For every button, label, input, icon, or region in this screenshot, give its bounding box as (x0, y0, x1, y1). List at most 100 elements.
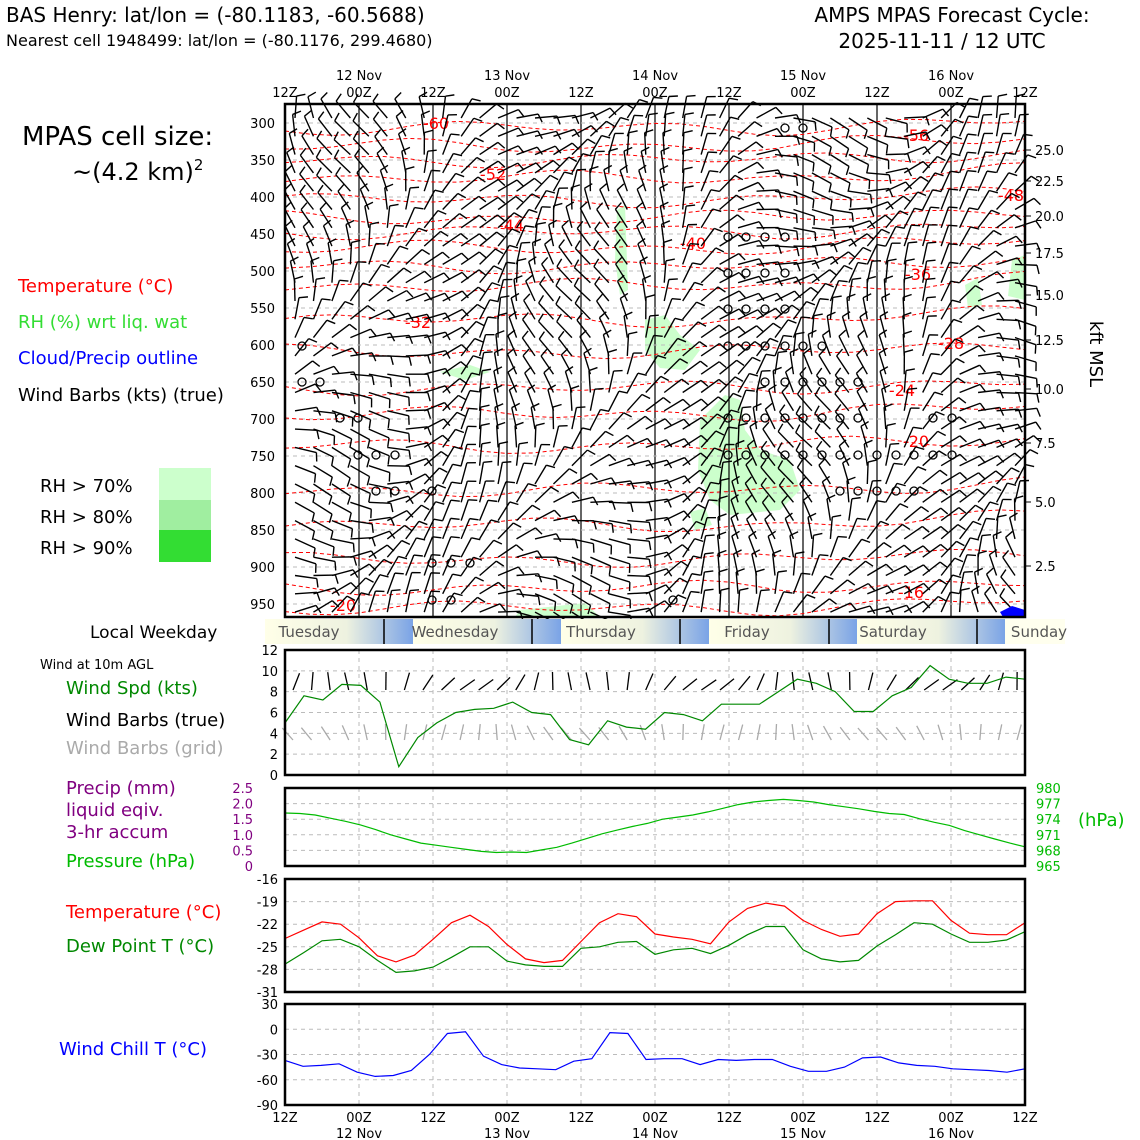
wind-barb-flag (845, 166, 850, 176)
wind-barb (386, 524, 406, 540)
wind-barb (903, 191, 919, 210)
wind-barb-flag (340, 201, 349, 209)
wind-barb-flag (543, 366, 552, 374)
wind-barb (286, 243, 296, 265)
wind-barb-flag (648, 522, 652, 532)
wind-barb (589, 389, 596, 411)
wind-barb-flag (734, 174, 744, 181)
wind-barb-flag (478, 269, 487, 276)
wind-barb-flag (958, 507, 967, 514)
wind-barb (423, 536, 434, 558)
legend-local-weekday: Local Weekday (90, 623, 217, 643)
temperature-contour (284, 476, 1026, 498)
wind-barb-flag (590, 565, 594, 575)
wind-barb-flag (683, 130, 693, 134)
wind-barb (774, 172, 797, 178)
wind-barb-flag (904, 565, 912, 573)
wind-barb-flag (380, 164, 389, 171)
wind-barb-flag (668, 95, 678, 98)
wind-barb (793, 135, 815, 144)
top-time-label: 12Z (716, 86, 742, 101)
wind-barb (627, 519, 650, 523)
wind-barb (442, 173, 457, 192)
wind-barb (442, 464, 454, 485)
wind-barb (903, 242, 909, 265)
wind-barb (313, 389, 336, 394)
wind-barb (700, 482, 712, 503)
temperature-contour (284, 162, 1026, 184)
wind-barb-flag (777, 442, 783, 451)
wind-barb-flag (930, 353, 940, 356)
wind-barb-flag (745, 457, 753, 466)
wind-barb (528, 261, 536, 283)
wind-barb (814, 394, 831, 412)
wind-barb-flag (671, 297, 681, 301)
wind-barb (627, 459, 649, 467)
wind-barb (493, 370, 499, 393)
wind-barb-flag (779, 404, 786, 413)
wind-barb (627, 481, 650, 485)
wind-barb-flag (957, 377, 966, 384)
wind-barb (349, 305, 369, 320)
pressure-tick-label: 450 (250, 228, 275, 243)
wind-barb-flag (540, 348, 548, 357)
wind-barb (867, 585, 889, 595)
wind-barb (374, 136, 388, 155)
cloud-marker (798, 341, 808, 351)
wind-barb-flag (934, 391, 944, 396)
wind-barb (534, 533, 557, 540)
wind-barb (368, 501, 391, 504)
wind-barb-flag (497, 196, 506, 204)
wind-barb-flag (442, 251, 450, 259)
wind-barb (682, 469, 701, 485)
wind-barb-flag (1013, 214, 1022, 221)
wind-barb (331, 371, 354, 375)
wind-barb (350, 373, 373, 377)
temperature-line (284, 900, 1026, 964)
wind-barb-flag (287, 237, 296, 245)
wind-barb-flag (849, 198, 852, 208)
surface-wind-barb (827, 672, 832, 691)
wind-barb-flag (999, 588, 1006, 597)
wind-barb (848, 117, 868, 131)
wind-barb (313, 587, 335, 595)
wind-barb-flag (829, 126, 833, 137)
temperature-contour (284, 149, 1026, 169)
wind-barb (761, 502, 776, 521)
wind-barb (922, 469, 941, 485)
wind-barb (368, 530, 390, 540)
wind-barb-flag (1016, 93, 1026, 97)
wind-barb (867, 606, 889, 613)
wind-barb-flag (371, 352, 377, 362)
wind-barb (387, 391, 409, 398)
wind-barb-flag (852, 277, 862, 280)
bottom-time-label: 00Z (346, 1111, 372, 1126)
wind-barb-flag (954, 557, 964, 563)
wind-barb (460, 537, 473, 558)
top-time-label: 12Z (272, 86, 298, 101)
wind-barb (826, 315, 832, 338)
cloud-marker (835, 450, 845, 460)
wind-barb (645, 479, 668, 485)
wind-barb (294, 574, 317, 580)
wind-barb (423, 251, 443, 265)
wind-barb-flag (394, 92, 402, 100)
legend-wind10m: Wind at 10m AGL (40, 658, 154, 673)
wind-barb-flag (478, 195, 487, 203)
wind-barb (848, 190, 871, 196)
wind-barb (682, 262, 693, 284)
wind-barb (846, 297, 850, 320)
wind-barb-flag (611, 523, 614, 533)
wind-barb-flag (451, 481, 461, 485)
wind-barb-flag (1011, 192, 1020, 199)
top-date-label: 13 Nov (484, 69, 530, 84)
wind-barb-flag (893, 462, 903, 466)
wind-barb-flag (450, 133, 460, 136)
wind-barb-flag (795, 176, 799, 186)
wind-barb-flag (408, 433, 411, 443)
wind-barb (645, 584, 667, 595)
wind-barb (682, 96, 688, 119)
wind-barb-flag (515, 544, 524, 552)
wind-barb-flag (778, 477, 786, 486)
wind-barb (608, 457, 630, 467)
